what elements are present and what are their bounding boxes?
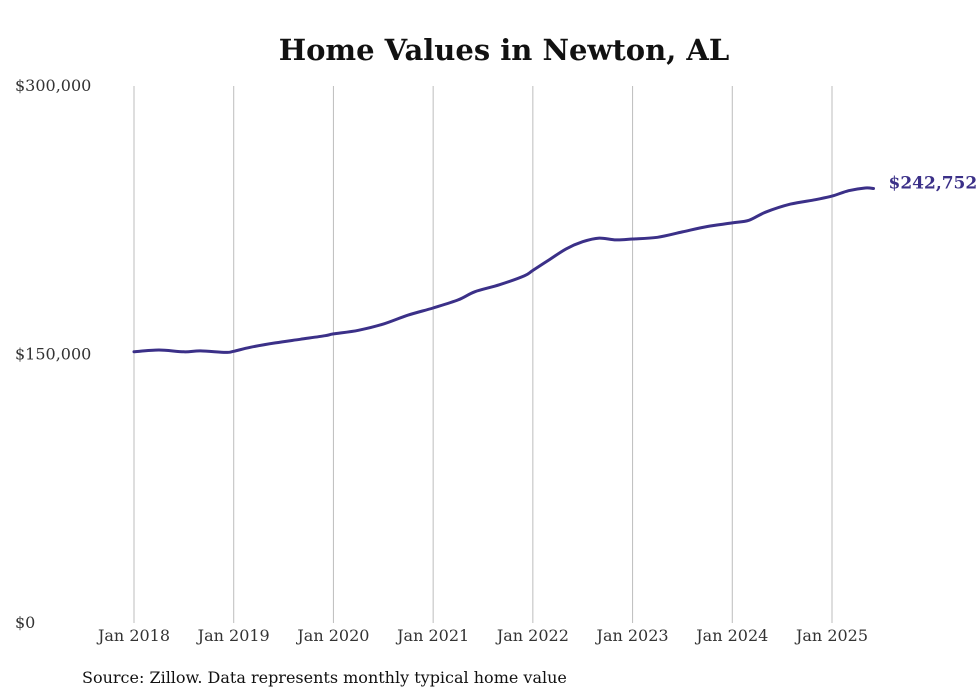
y-tick-label: $300,000 <box>15 76 91 95</box>
chart-title: Home Values in Newton, AL <box>279 33 730 67</box>
y-axis-ticks: $0 $150,000 $300,000 <box>15 76 91 632</box>
end-value-label: $242,752 <box>889 174 978 194</box>
series-line <box>132 186 875 354</box>
x-tick-label: Jan 2021 <box>395 626 469 645</box>
x-axis-ticks: Jan 2018 Jan 2019 Jan 2020 Jan 2021 Jan 2022… <box>96 626 868 645</box>
grid-lines <box>133 86 833 623</box>
x-tick-label: Jan 2022 <box>495 626 569 645</box>
x-tick-label: Jan 2020 <box>295 626 369 645</box>
x-tick-label: Jan 2018 <box>96 626 170 645</box>
x-tick-label: Jan 2019 <box>196 626 270 645</box>
x-tick-label: Jan 2025 <box>794 626 868 645</box>
x-tick-label: Jan 2024 <box>694 626 768 645</box>
series-layer <box>132 186 875 354</box>
y-tick-label: $150,000 <box>15 345 91 364</box>
x-tick-label: Jan 2023 <box>595 626 669 645</box>
y-tick-label: $0 <box>15 613 35 632</box>
source-note: Source: Zillow. Data represents monthly … <box>82 668 567 687</box>
